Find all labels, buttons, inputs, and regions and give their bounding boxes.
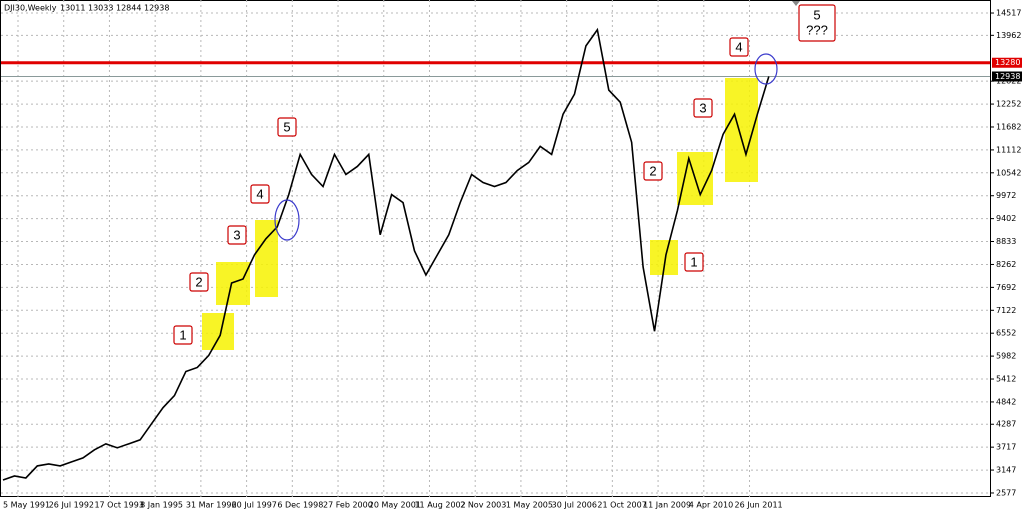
x-tick-label: 5 May 1991: [3, 501, 50, 510]
highlight-circle: [754, 53, 778, 85]
y-tick-label: 6552: [996, 329, 1016, 338]
x-tick-label: 20 May 2001: [369, 501, 421, 510]
wave-label-box: [227, 225, 247, 245]
x-tick-label: 27 Feb 2000: [323, 501, 373, 510]
x-tick-label: 30 Jul 2006: [552, 501, 597, 510]
wave-label-box: [643, 161, 663, 181]
x-tick-label: 26 Jul 1992: [49, 501, 94, 510]
y-tick-label: 2577: [996, 488, 1016, 497]
y-tick-label: 7122: [996, 306, 1016, 315]
x-tick-label: 31 Mar 1996: [186, 501, 237, 510]
y-tick-label: 3147: [996, 466, 1016, 475]
price-label: 13280: [995, 58, 1020, 67]
y-tick-label: 11112: [996, 145, 1021, 154]
y-tick-label: 14517: [996, 9, 1021, 18]
price-label-box: [992, 71, 1022, 82]
x-tick-label: 21 Oct 2007: [597, 501, 646, 510]
wave-label: 1: [179, 327, 186, 342]
y-tick-label: 4842: [996, 397, 1016, 406]
price-label: 12938: [995, 72, 1020, 81]
highlight-box: [216, 262, 250, 305]
chart-title: DJI30,Weekly: [4, 4, 57, 13]
price-label-box: [992, 57, 1022, 68]
wave-label: 3: [233, 227, 240, 242]
wave-label-box: [173, 325, 193, 345]
wave-label: ???: [806, 22, 828, 37]
wave-label: 2: [195, 274, 202, 289]
wave-label: 4: [735, 39, 742, 54]
y-tick-label: 8262: [996, 260, 1016, 269]
wave-label-box: [729, 37, 749, 57]
plot-frame: [0, 0, 991, 497]
highlight-circle: [274, 199, 300, 241]
x-tick-label: 2 Nov 2003: [460, 501, 506, 510]
x-tick-label: 1 May 2005: [506, 501, 553, 510]
shift-marker: [792, 1, 800, 6]
y-tick-label: 5982: [996, 352, 1016, 361]
y-tick-label: 10542: [996, 168, 1021, 177]
y-tick-label: 4287: [996, 420, 1016, 429]
y-tick-label: 13962: [996, 31, 1021, 40]
wave-label: 3: [699, 100, 706, 115]
highlight-box: [255, 220, 278, 297]
y-tick-label: 9402: [996, 214, 1016, 223]
wave-label: 4: [256, 186, 263, 201]
x-tick-label: 6 Dec 1998: [277, 501, 323, 510]
wave-label-box: [250, 184, 270, 204]
x-tick-label: 8 Jan 1995: [140, 501, 183, 510]
y-tick-label: 7692: [996, 283, 1016, 292]
wave-label-box: [684, 252, 704, 272]
x-tick-label: 4 Apr 2010: [689, 501, 733, 510]
y-tick-label: 8833: [996, 237, 1016, 246]
layers: [1, 0, 990, 497]
wave-label: 2: [649, 163, 656, 178]
wave-label: 5: [283, 119, 290, 134]
y-tick-label: 5412: [996, 375, 1016, 384]
price-line: [2, 27, 770, 481]
wave-label-box: [277, 117, 297, 137]
x-tick-label: 17 Oct 1993: [94, 501, 143, 510]
y-tick-label: 3717: [996, 443, 1016, 452]
y-tick-label: 9972: [996, 191, 1016, 200]
x-tick-label: 11 Aug 2002: [414, 501, 465, 510]
wave-label-box: [189, 272, 209, 292]
y-tick-label: 12252: [996, 100, 1021, 109]
x-tick-label: 11 Jan 2009: [643, 501, 691, 510]
x-tick-label: 20 Jul 1997: [232, 501, 277, 510]
chart-subtitle: 13011 13033 12844 12938: [60, 4, 169, 13]
wave-label-box: [798, 4, 836, 42]
highlight-box: [202, 313, 234, 350]
x-tick-label: 26 Jun 2011: [735, 501, 783, 510]
wave-label-box: [693, 98, 713, 118]
wave-label: 5: [813, 7, 820, 22]
y-tick-label: 11682: [996, 122, 1021, 131]
wave-label: 1: [690, 254, 697, 269]
